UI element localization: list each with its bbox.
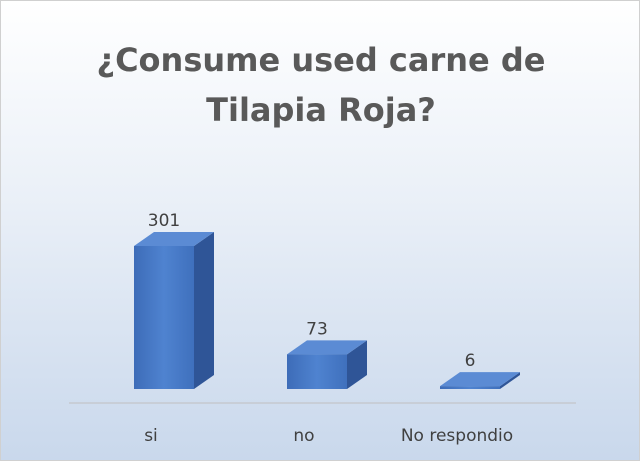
chart-title: ¿Consume used carne de Tilapia Roja? — [96, 41, 546, 129]
bar-top — [287, 340, 367, 355]
bar-side — [347, 340, 367, 389]
bar — [287, 340, 367, 389]
bar-front — [134, 246, 194, 389]
bar-front — [287, 354, 347, 389]
x-tick-label: si — [144, 426, 158, 446]
value-label: 73 — [306, 319, 328, 339]
x-tick-label: no — [293, 426, 314, 446]
bar — [134, 232, 214, 389]
bar-top — [134, 232, 214, 246]
bar — [440, 372, 520, 389]
bar-front — [440, 386, 500, 389]
bar-side — [500, 372, 520, 389]
x-tick-label: No respondio — [401, 426, 513, 446]
value-label: 6 — [465, 351, 476, 371]
bar-top — [440, 372, 520, 387]
value-label: 301 — [148, 211, 180, 231]
bar-side — [194, 232, 214, 389]
